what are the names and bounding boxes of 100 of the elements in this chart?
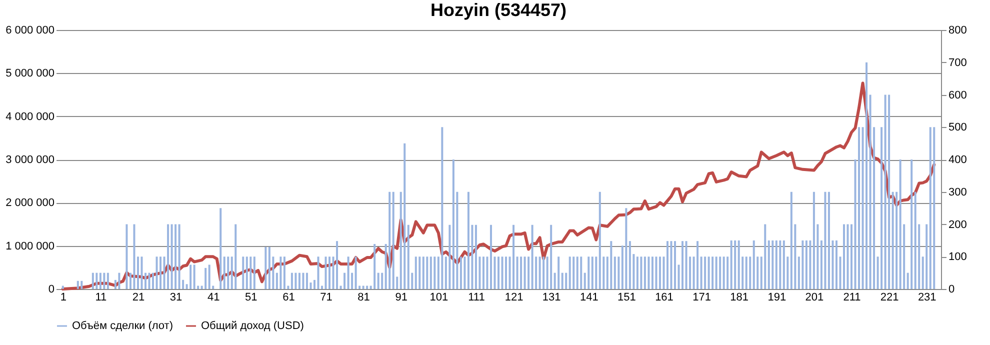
bar <box>528 256 530 289</box>
bar <box>377 272 380 289</box>
bar <box>388 192 391 289</box>
bar <box>223 256 226 289</box>
bar <box>148 272 150 289</box>
bar <box>768 240 770 289</box>
bar <box>558 256 560 289</box>
bar <box>414 256 417 289</box>
bar <box>790 192 792 289</box>
bar <box>726 256 729 289</box>
bar <box>805 240 808 289</box>
x-tick-label: 21 <box>132 292 145 304</box>
bar <box>568 256 571 289</box>
bar <box>730 240 732 289</box>
x-tick-label: 61 <box>282 292 295 304</box>
bar <box>144 272 146 289</box>
bar <box>926 224 928 289</box>
bar <box>306 272 308 289</box>
bar <box>802 240 804 289</box>
bar <box>618 256 620 289</box>
bar <box>448 224 451 289</box>
bar <box>779 240 782 289</box>
x-tick-label: 51 <box>245 292 258 304</box>
bar <box>140 256 143 289</box>
y2-tick-label: 500 <box>948 122 967 134</box>
bar <box>204 268 207 289</box>
x-tick-label: 111 <box>468 292 485 304</box>
bar <box>846 224 849 289</box>
bar <box>106 272 109 289</box>
bar <box>103 272 106 289</box>
bar <box>933 127 936 289</box>
bar <box>734 240 736 289</box>
bar <box>809 240 812 289</box>
bar <box>80 280 83 289</box>
bar <box>782 240 785 289</box>
bar <box>354 256 357 289</box>
bar <box>501 256 504 289</box>
bar <box>738 240 740 289</box>
bar <box>381 272 384 289</box>
bar <box>422 256 424 289</box>
bar <box>174 224 177 289</box>
bar <box>625 208 628 289</box>
bar <box>430 256 432 289</box>
bar <box>824 192 826 289</box>
legend-label: Объём сделки (лот) <box>72 320 173 332</box>
bar <box>516 256 518 289</box>
y2-tick-label: 300 <box>948 186 967 198</box>
bar <box>682 241 684 289</box>
bar <box>858 127 860 289</box>
bar <box>407 224 410 289</box>
bar <box>347 256 350 289</box>
bar <box>704 256 706 289</box>
bar <box>708 256 710 289</box>
bar <box>764 224 766 289</box>
bar <box>538 256 541 289</box>
bar <box>576 256 578 289</box>
bar <box>531 224 534 289</box>
y-tick-label: 2 000 000 <box>6 197 54 210</box>
bar <box>899 160 902 289</box>
bar <box>434 256 436 289</box>
x-tick-label: 221 <box>880 292 899 304</box>
bar <box>598 192 601 289</box>
bar <box>498 256 500 289</box>
bar <box>772 240 774 289</box>
bar <box>658 256 661 289</box>
bar <box>321 286 323 289</box>
bar <box>644 256 646 289</box>
x-tick-label: 211 <box>843 292 861 304</box>
y2-tick-label: 100 <box>948 251 967 264</box>
bar <box>76 280 79 289</box>
bar <box>666 241 668 289</box>
bar <box>268 246 270 289</box>
bar <box>842 224 845 289</box>
bar <box>234 224 237 289</box>
y-tick-label: 3 000 000 <box>6 154 54 166</box>
bar <box>636 256 638 289</box>
bar <box>460 256 462 289</box>
bar <box>542 256 545 289</box>
y-tick-label: 6 000 000 <box>6 24 54 36</box>
bar <box>298 272 300 289</box>
bar <box>520 256 522 289</box>
y2-tick-label: 700 <box>948 56 967 69</box>
bar <box>160 256 162 289</box>
bar <box>561 272 564 289</box>
bar <box>220 208 222 289</box>
x-tick-label: 191 <box>768 292 786 304</box>
bar <box>486 256 488 289</box>
bar <box>572 256 575 289</box>
legend-label: Общий доход (USD) <box>201 320 304 332</box>
bar <box>283 256 286 289</box>
y-tick-label: 5 000 000 <box>6 68 54 80</box>
bar <box>92 272 94 289</box>
bar <box>628 241 631 289</box>
bar <box>190 264 192 289</box>
bar <box>99 272 102 289</box>
bar <box>648 256 650 289</box>
bar <box>253 256 256 289</box>
bar <box>62 286 64 289</box>
bar <box>715 256 718 289</box>
bar <box>467 192 470 289</box>
